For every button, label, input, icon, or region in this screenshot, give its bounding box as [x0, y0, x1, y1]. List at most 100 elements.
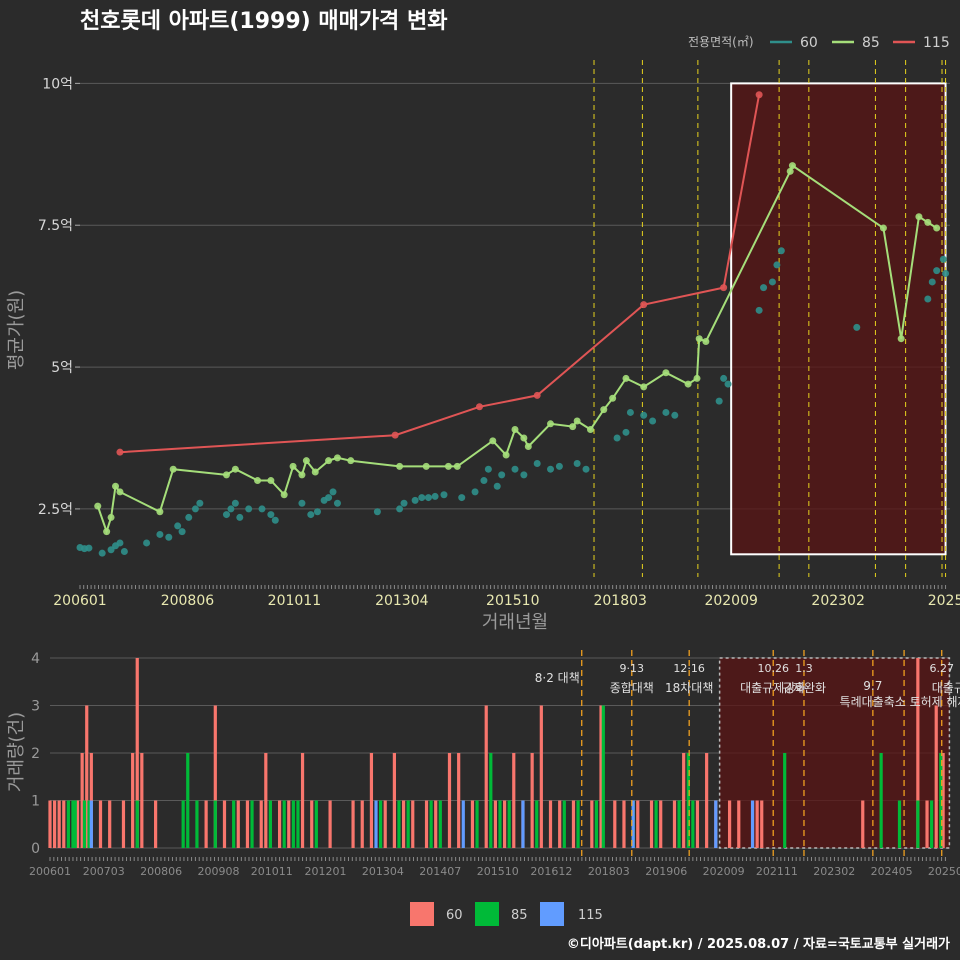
- series-60-point: [573, 460, 581, 468]
- volume-bar-85: [250, 800, 254, 848]
- bar-legend: 60 85 115: [410, 902, 603, 926]
- price-y-tick-label: 7.5억: [38, 218, 73, 234]
- series-85-point: [156, 508, 164, 516]
- volume-bar-115: [374, 800, 378, 848]
- series-60-point: [431, 492, 439, 500]
- volume-bar-60: [695, 800, 700, 848]
- volume-bar-60: [213, 705, 217, 848]
- volume-bar-60: [590, 800, 594, 848]
- bar-legend-label-115: 115: [578, 908, 603, 923]
- policy-label: 특례대출축소 토허제 해제: [840, 695, 960, 709]
- policy-label: 대출규제강화: [740, 681, 806, 695]
- series-60-point: [613, 434, 621, 442]
- price-x-tick-label: 202302: [811, 593, 864, 609]
- volume-y-tick-label: 3: [31, 699, 40, 715]
- volume-bar-85: [397, 800, 401, 848]
- series-115-point: [755, 91, 763, 99]
- series-85-point: [169, 465, 177, 473]
- volume-bar-60: [613, 800, 617, 848]
- volume-bar-60: [636, 800, 640, 848]
- volume-bar-85: [291, 800, 295, 848]
- volume-bar-60: [135, 658, 139, 848]
- volume-x-axis: 200601 200703 200806 200908 201011 201201 2013…: [29, 857, 960, 878]
- volume-y-tick-label: 2: [31, 746, 40, 762]
- volume-bar-85: [135, 800, 139, 848]
- volume-bar-60: [434, 800, 438, 848]
- volume-bar-60: [447, 753, 452, 848]
- series-85-point: [622, 374, 630, 382]
- series-60-point: [928, 278, 936, 286]
- volume-bar-85: [213, 800, 217, 848]
- series-60-point: [307, 511, 315, 519]
- credit: ©디아파트(dapt.kr) / 2025.08.07 / 자료=국토교통부 실…: [567, 936, 950, 952]
- volume-bar-85: [406, 800, 410, 848]
- volume-bar-85: [930, 800, 934, 848]
- volume-bar-85: [654, 800, 658, 848]
- policy-label: 9.7: [863, 679, 882, 693]
- volume-x-tick-label: 201510: [477, 865, 519, 878]
- volume-bar-60: [649, 800, 654, 848]
- series-115-point: [475, 403, 483, 411]
- series-60-point: [471, 488, 479, 496]
- price-highlight-box: [730, 82, 947, 556]
- series-60-point: [760, 284, 768, 292]
- series-60-point: [720, 374, 728, 382]
- series-60-point: [622, 428, 630, 436]
- volume-bar-60: [539, 705, 543, 848]
- volume-bar-60: [659, 800, 663, 848]
- bar-legend-swatch-115: [540, 902, 564, 926]
- volume-bar-85: [186, 753, 190, 848]
- volume-bar-85: [379, 800, 383, 848]
- volume-bar-85: [438, 800, 442, 848]
- series-60-point: [924, 295, 932, 303]
- volume-bar-85: [66, 800, 70, 848]
- series-60-point: [298, 499, 306, 507]
- series-60-point: [498, 471, 506, 479]
- volume-bar-60: [351, 800, 355, 848]
- volume-bar-85: [677, 800, 681, 848]
- volume-bar-60: [411, 800, 415, 848]
- volume-x-tick-label: 200601: [29, 865, 71, 878]
- price-x-label: 거래년월: [482, 612, 548, 633]
- volume-bar-85: [576, 800, 580, 848]
- volume-x-tick-label: 201407: [419, 865, 461, 878]
- series-60-point: [424, 494, 432, 502]
- volume-bar-60: [121, 800, 126, 848]
- volume-bar-115: [631, 800, 635, 848]
- series-85-point: [640, 383, 648, 391]
- volume-x-tick-label: 201803: [588, 865, 630, 878]
- volume-bar-60: [558, 800, 562, 848]
- volume-bar-60: [85, 705, 89, 848]
- series-85-point: [396, 462, 404, 470]
- volume-bar-60: [916, 658, 920, 848]
- series-60-point: [267, 511, 275, 519]
- series-60-point: [258, 505, 266, 513]
- series-60-point: [165, 533, 173, 541]
- legend-label-115: 115: [923, 35, 950, 51]
- series-85-point: [609, 394, 617, 402]
- series-60-point: [196, 499, 204, 507]
- policy-label: 대출규: [932, 681, 960, 695]
- volume-x-tick-label: 201906: [645, 865, 687, 878]
- volume-bar-60: [599, 705, 603, 848]
- volume-bar-85: [594, 800, 599, 848]
- series-60-point: [484, 465, 492, 473]
- volume-bar-60: [300, 753, 305, 848]
- series-60-point: [325, 494, 333, 502]
- series-85-point: [112, 482, 120, 490]
- price-series: [76, 91, 950, 557]
- price-x-tick-label: 201803: [593, 593, 646, 609]
- series-85-point: [915, 213, 923, 221]
- series-60-point: [231, 499, 239, 507]
- bar-legend-swatch-60: [410, 902, 434, 926]
- series-85-point: [444, 462, 452, 470]
- volume-bar-60: [502, 800, 507, 848]
- series-85-point: [933, 224, 941, 232]
- policy-label: 18차대책: [665, 680, 713, 695]
- volume-bar-60: [457, 753, 461, 848]
- series-60-point: [245, 505, 253, 513]
- volume-bar-60: [108, 800, 112, 848]
- bar-legend-label-85: 85: [511, 908, 528, 923]
- series-60-point: [418, 494, 426, 502]
